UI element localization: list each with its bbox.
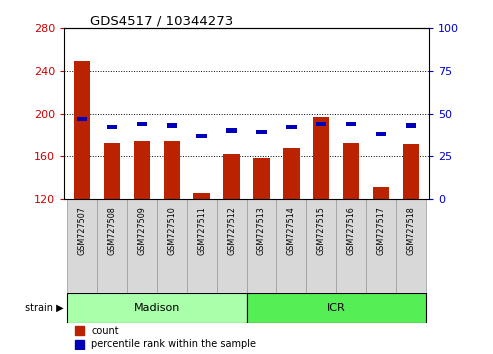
Bar <box>157 199 187 292</box>
Bar <box>346 122 356 126</box>
Bar <box>306 199 336 292</box>
Text: GSM727512: GSM727512 <box>227 206 236 255</box>
Text: GSM727518: GSM727518 <box>406 206 416 255</box>
Bar <box>366 199 396 292</box>
Bar <box>316 122 326 126</box>
Bar <box>226 129 237 133</box>
Bar <box>256 130 267 135</box>
Bar <box>134 141 150 199</box>
Bar <box>67 199 97 292</box>
Bar <box>187 199 216 292</box>
Text: GSM727515: GSM727515 <box>317 206 326 255</box>
Bar <box>376 132 387 136</box>
Bar <box>75 326 84 336</box>
Text: count: count <box>92 326 119 336</box>
Bar <box>74 61 90 199</box>
Bar <box>223 154 240 199</box>
Bar <box>283 148 300 199</box>
Text: percentile rank within the sample: percentile rank within the sample <box>92 339 256 349</box>
Bar <box>286 125 297 129</box>
Bar <box>277 199 306 292</box>
Bar <box>75 339 84 349</box>
Bar <box>106 125 117 129</box>
Bar <box>246 199 277 292</box>
Bar <box>246 292 426 323</box>
Text: GSM727513: GSM727513 <box>257 206 266 255</box>
Text: GSM727517: GSM727517 <box>377 206 386 255</box>
Bar <box>343 143 359 199</box>
Text: GSM727507: GSM727507 <box>77 206 87 255</box>
Bar <box>137 122 147 126</box>
Text: strain ▶: strain ▶ <box>25 303 64 313</box>
Text: GSM727516: GSM727516 <box>347 206 355 255</box>
Text: ICR: ICR <box>327 303 346 313</box>
Bar <box>77 116 87 121</box>
Text: GSM727509: GSM727509 <box>138 206 146 255</box>
Bar <box>373 187 389 199</box>
Bar <box>97 199 127 292</box>
Bar <box>336 199 366 292</box>
Bar <box>193 193 210 199</box>
Text: GDS4517 / 10344273: GDS4517 / 10344273 <box>90 14 233 27</box>
Bar <box>253 158 270 199</box>
Text: GSM727511: GSM727511 <box>197 206 206 255</box>
Bar <box>104 143 120 199</box>
Bar <box>164 141 180 199</box>
Text: GSM727510: GSM727510 <box>167 206 176 255</box>
Bar <box>403 144 419 199</box>
Text: GSM727508: GSM727508 <box>107 206 116 255</box>
Bar <box>196 133 207 138</box>
Bar <box>396 199 426 292</box>
Text: Madison: Madison <box>134 303 180 313</box>
Bar <box>406 123 416 127</box>
Bar <box>67 292 246 323</box>
Text: GSM727514: GSM727514 <box>287 206 296 255</box>
Bar <box>127 199 157 292</box>
Bar <box>167 123 177 127</box>
Bar <box>313 117 329 199</box>
Bar <box>216 199 246 292</box>
